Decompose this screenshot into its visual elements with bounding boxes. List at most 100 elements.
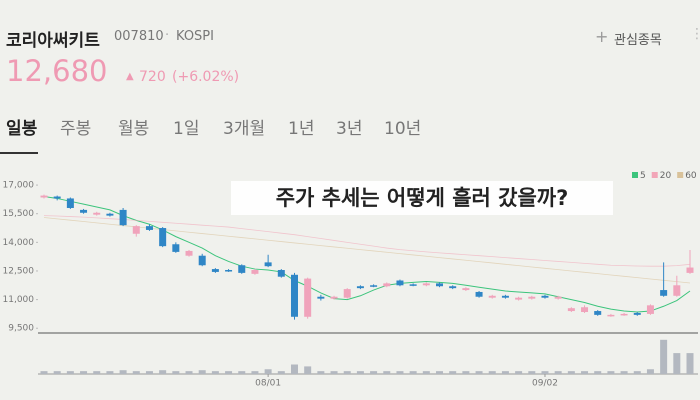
candle-body <box>686 267 694 273</box>
watch-button[interactable]: 관심종목 <box>614 33 662 48</box>
legend-label: 20 <box>660 171 672 181</box>
volume-bar <box>40 371 48 374</box>
candle-body <box>436 283 444 287</box>
tab[interactable]: 1년 <box>288 119 315 139</box>
candle-body <box>396 280 404 286</box>
candle-body <box>93 212 101 215</box>
volume-bar <box>225 371 233 374</box>
candle-body <box>660 290 668 296</box>
y-tick-label: 11,000 <box>3 295 35 305</box>
volume-bar <box>343 371 351 374</box>
stock-name: 코리아써키트 <box>6 31 100 51</box>
y-tick-label: 14,000 <box>3 238 35 248</box>
y-tick-label: 9,500 <box>8 324 34 334</box>
legend-label: 5 <box>640 171 646 181</box>
volume-bar <box>607 371 615 374</box>
market: KOSPI <box>176 29 214 44</box>
candle-body <box>290 274 298 317</box>
legend-swatch <box>651 172 658 178</box>
candle-body <box>185 250 193 256</box>
tab[interactable]: 3개월 <box>223 119 266 139</box>
y-tick-label: 17,000 <box>3 181 35 191</box>
price: 12,680 <box>6 54 108 88</box>
volume-bar <box>356 371 364 374</box>
tab[interactable]: 주봉 <box>60 119 92 139</box>
volume-bar <box>436 371 444 374</box>
volume-bar <box>172 371 180 374</box>
candle-body <box>383 283 391 287</box>
candle-body <box>211 269 219 272</box>
candle-body <box>488 295 496 298</box>
candle-body <box>581 307 589 313</box>
volume-bar <box>185 371 193 374</box>
volume-bar <box>594 371 602 374</box>
candle-body <box>119 209 127 226</box>
tab[interactable]: 1일 <box>173 119 200 139</box>
ma-line <box>43 196 691 313</box>
tab[interactable]: 3년 <box>336 119 363 139</box>
more-icon[interactable]: ⋮ <box>690 26 700 42</box>
candle-body <box>172 244 180 252</box>
volume-bar <box>277 371 285 374</box>
legend-swatch <box>632 172 638 178</box>
tab[interactable]: 일봉 <box>6 119 38 139</box>
separator: · <box>165 28 170 43</box>
volume-bar <box>660 339 668 374</box>
volume-bar <box>264 369 272 374</box>
change: 720 <box>139 69 166 85</box>
candle-body <box>304 278 312 317</box>
y-tick-label: 15,500 <box>3 209 35 219</box>
candle-body <box>409 284 417 286</box>
volume-bar <box>290 364 298 374</box>
ma-line <box>43 217 691 284</box>
volume-bar <box>422 371 430 374</box>
candle-body <box>106 213 114 216</box>
volume-bar <box>515 371 523 374</box>
volume-bar <box>93 371 101 374</box>
volume-bar <box>383 371 391 374</box>
chart-title: 주가 추세는 어떻게 흘러 갔을까? <box>276 186 569 210</box>
tab[interactable]: 10년 <box>384 119 422 139</box>
candle-body <box>501 295 509 298</box>
candle-body <box>132 226 140 234</box>
volume-bar <box>80 371 88 374</box>
candle-body <box>646 305 654 314</box>
candle-body <box>462 288 470 291</box>
volume-bar <box>475 371 483 374</box>
volume-bar <box>317 371 325 374</box>
candle-body <box>330 296 338 299</box>
candle-body <box>277 270 285 277</box>
candle-body <box>673 285 681 296</box>
volume-bar <box>633 371 641 374</box>
candle-body <box>633 312 641 315</box>
volume-bar <box>106 371 114 374</box>
volume-bar <box>462 371 470 374</box>
candle-body <box>317 296 325 299</box>
candle-body <box>145 226 153 230</box>
plus-icon[interactable]: + <box>595 27 609 46</box>
candle-body <box>528 296 536 299</box>
title-box <box>231 181 613 215</box>
volume-bar <box>620 371 628 374</box>
tab[interactable]: 월봉 <box>118 119 150 139</box>
volume-bar <box>66 371 74 374</box>
volume-bar <box>646 369 654 374</box>
volume-bar <box>673 353 681 374</box>
volume-bar <box>449 371 457 374</box>
candle-body <box>40 195 48 198</box>
volume-bar <box>554 371 562 374</box>
volume-bar <box>488 371 496 374</box>
x-tick-label: 09/02 <box>532 379 558 389</box>
volume-bar <box>159 370 167 374</box>
volume-bar <box>238 371 246 374</box>
x-tick-label: 08/01 <box>255 379 281 389</box>
volume-bar <box>686 353 694 374</box>
volume-bar <box>409 371 417 374</box>
ma-line <box>43 215 691 267</box>
candle-body <box>475 291 483 297</box>
volume-bar <box>132 371 140 374</box>
legend-swatch <box>677 172 684 178</box>
candle-body <box>343 289 351 298</box>
